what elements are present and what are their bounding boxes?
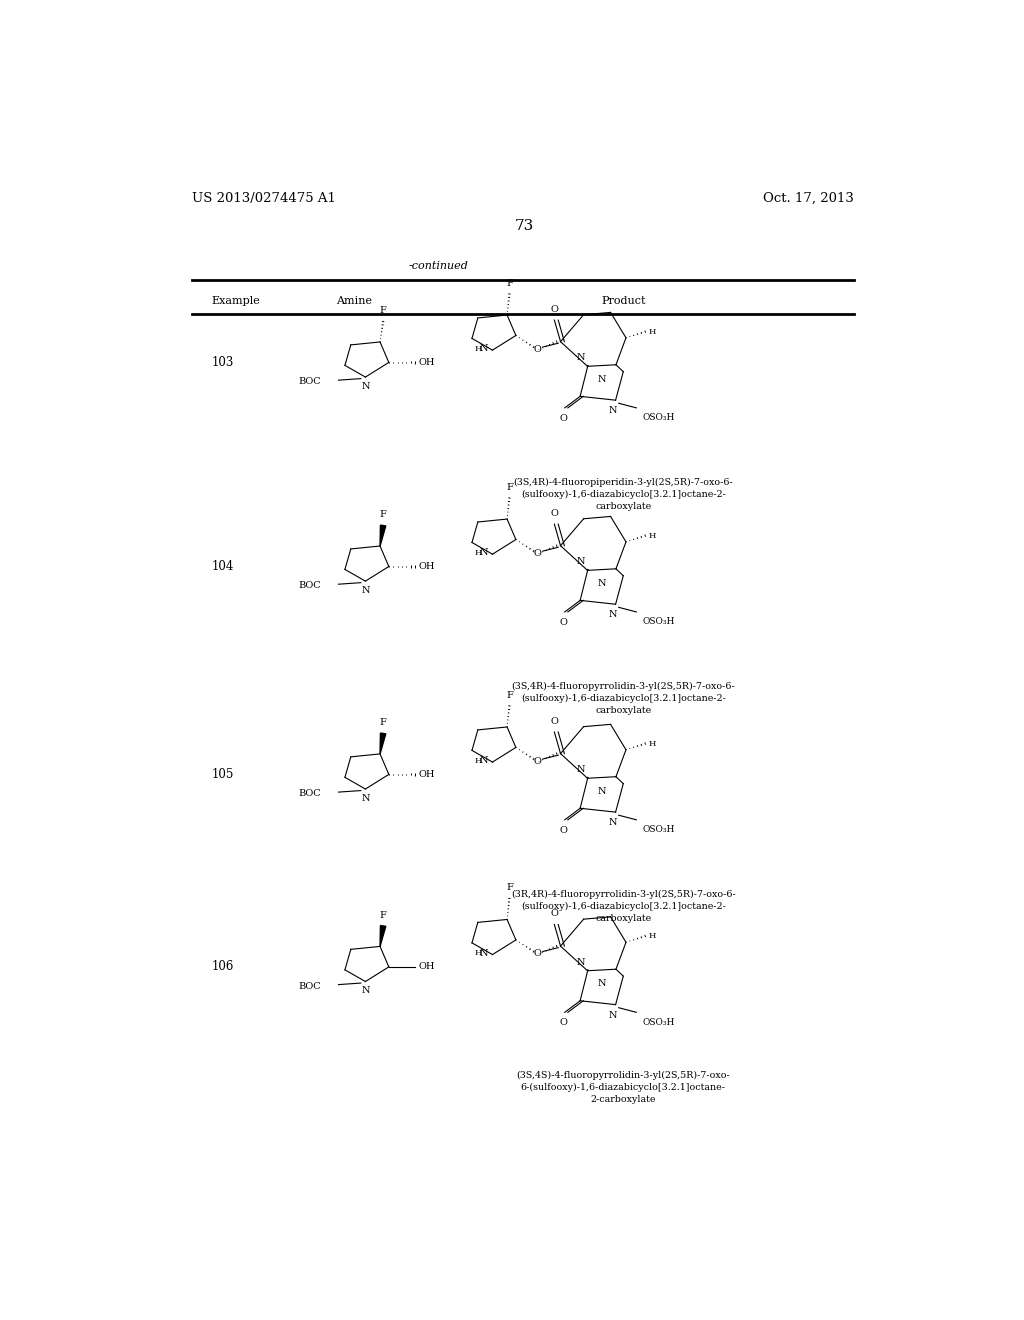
Text: (3S,4R)-4-fluoropiperidin-3-yl(2S,5R)-7-oxo-6-
(sulfooxy)-1,6-diazabicyclo[3.2.1: (3S,4R)-4-fluoropiperidin-3-yl(2S,5R)-7-… xyxy=(513,478,733,511)
Text: 103: 103 xyxy=(211,356,233,370)
Text: O: O xyxy=(559,618,567,627)
Text: OSO₃H: OSO₃H xyxy=(642,1018,675,1027)
Text: O: O xyxy=(551,909,558,919)
Text: N: N xyxy=(608,610,616,619)
Text: N: N xyxy=(479,345,487,352)
Text: F: F xyxy=(506,690,513,700)
Text: O: O xyxy=(559,826,567,836)
Text: O: O xyxy=(534,549,542,558)
Text: O: O xyxy=(534,949,542,958)
Text: OSO₃H: OSO₃H xyxy=(642,413,675,422)
Text: O: O xyxy=(551,717,558,726)
Text: OH: OH xyxy=(418,770,435,779)
Text: N: N xyxy=(361,586,370,595)
Text: H: H xyxy=(474,345,481,352)
Text: BOC: BOC xyxy=(299,378,322,387)
Text: F: F xyxy=(380,306,386,315)
Text: N: N xyxy=(577,557,585,566)
Text: N: N xyxy=(608,1011,616,1020)
Text: US 2013/0274475 A1: US 2013/0274475 A1 xyxy=(193,191,336,205)
Text: OSO₃H: OSO₃H xyxy=(642,618,675,626)
Text: F: F xyxy=(380,911,386,920)
Text: O: O xyxy=(559,414,567,422)
Text: OH: OH xyxy=(418,562,435,572)
Text: (3S,4R)-4-fluoropyrrolidin-3-yl(2S,5R)-7-oxo-6-
(sulfooxy)-1,6-diazabicyclo[3.2.: (3S,4R)-4-fluoropyrrolidin-3-yl(2S,5R)-7… xyxy=(511,682,735,715)
Text: OH: OH xyxy=(418,962,435,972)
Text: N: N xyxy=(608,407,616,416)
Text: (3S,4S)-4-fluoropyrrolidin-3-yl(2S,5R)-7-oxo-
6-(sulfooxy)-1,6-diazabicyclo[3.2.: (3S,4S)-4-fluoropyrrolidin-3-yl(2S,5R)-7… xyxy=(516,1071,730,1104)
Text: Oct. 17, 2013: Oct. 17, 2013 xyxy=(764,191,854,205)
Text: -continued: -continued xyxy=(409,261,469,271)
Text: H: H xyxy=(474,756,481,764)
Text: O: O xyxy=(551,305,558,314)
Text: Amine: Amine xyxy=(336,296,372,306)
Text: N: N xyxy=(361,793,370,803)
Text: F: F xyxy=(380,718,386,727)
Text: H: H xyxy=(474,549,481,557)
Text: O: O xyxy=(534,756,542,766)
Text: N: N xyxy=(608,818,616,828)
Text: H: H xyxy=(648,932,655,940)
Text: F: F xyxy=(506,483,513,492)
Text: N: N xyxy=(479,548,487,557)
Text: H: H xyxy=(648,739,655,747)
Text: (3R,4R)-4-fluoropyrrolidin-3-yl(2S,5R)-7-oxo-6-
(sulfooxy)-1,6-diazabicyclo[3.2.: (3R,4R)-4-fluoropyrrolidin-3-yl(2S,5R)-7… xyxy=(511,890,735,923)
Text: BOC: BOC xyxy=(299,789,322,799)
Text: H: H xyxy=(648,532,655,540)
Text: H: H xyxy=(648,327,655,335)
Text: N: N xyxy=(597,579,606,587)
Text: OSO₃H: OSO₃H xyxy=(642,825,675,834)
Polygon shape xyxy=(380,733,386,754)
Text: N: N xyxy=(597,375,606,384)
Text: O: O xyxy=(551,510,558,517)
Text: N: N xyxy=(479,949,487,957)
Text: BOC: BOC xyxy=(299,982,322,990)
Text: 105: 105 xyxy=(211,768,233,781)
Text: 104: 104 xyxy=(211,560,233,573)
Text: N: N xyxy=(597,979,606,989)
Text: F: F xyxy=(506,279,513,288)
Text: N: N xyxy=(577,354,585,363)
Text: O: O xyxy=(559,1019,567,1027)
Text: Example: Example xyxy=(211,296,260,306)
Text: N: N xyxy=(361,381,370,391)
Text: F: F xyxy=(380,511,386,519)
Text: OH: OH xyxy=(418,358,435,367)
Text: N: N xyxy=(597,787,606,796)
Text: N: N xyxy=(577,958,585,966)
Text: N: N xyxy=(361,986,370,995)
Text: O: O xyxy=(534,345,542,354)
Polygon shape xyxy=(380,925,386,946)
Text: 73: 73 xyxy=(515,219,535,234)
Text: F: F xyxy=(506,883,513,892)
Text: N: N xyxy=(479,756,487,766)
Text: BOC: BOC xyxy=(299,581,322,590)
Text: Product: Product xyxy=(601,296,645,306)
Text: 106: 106 xyxy=(211,961,233,973)
Text: N: N xyxy=(577,766,585,775)
Text: H: H xyxy=(474,949,481,957)
Polygon shape xyxy=(380,525,386,546)
